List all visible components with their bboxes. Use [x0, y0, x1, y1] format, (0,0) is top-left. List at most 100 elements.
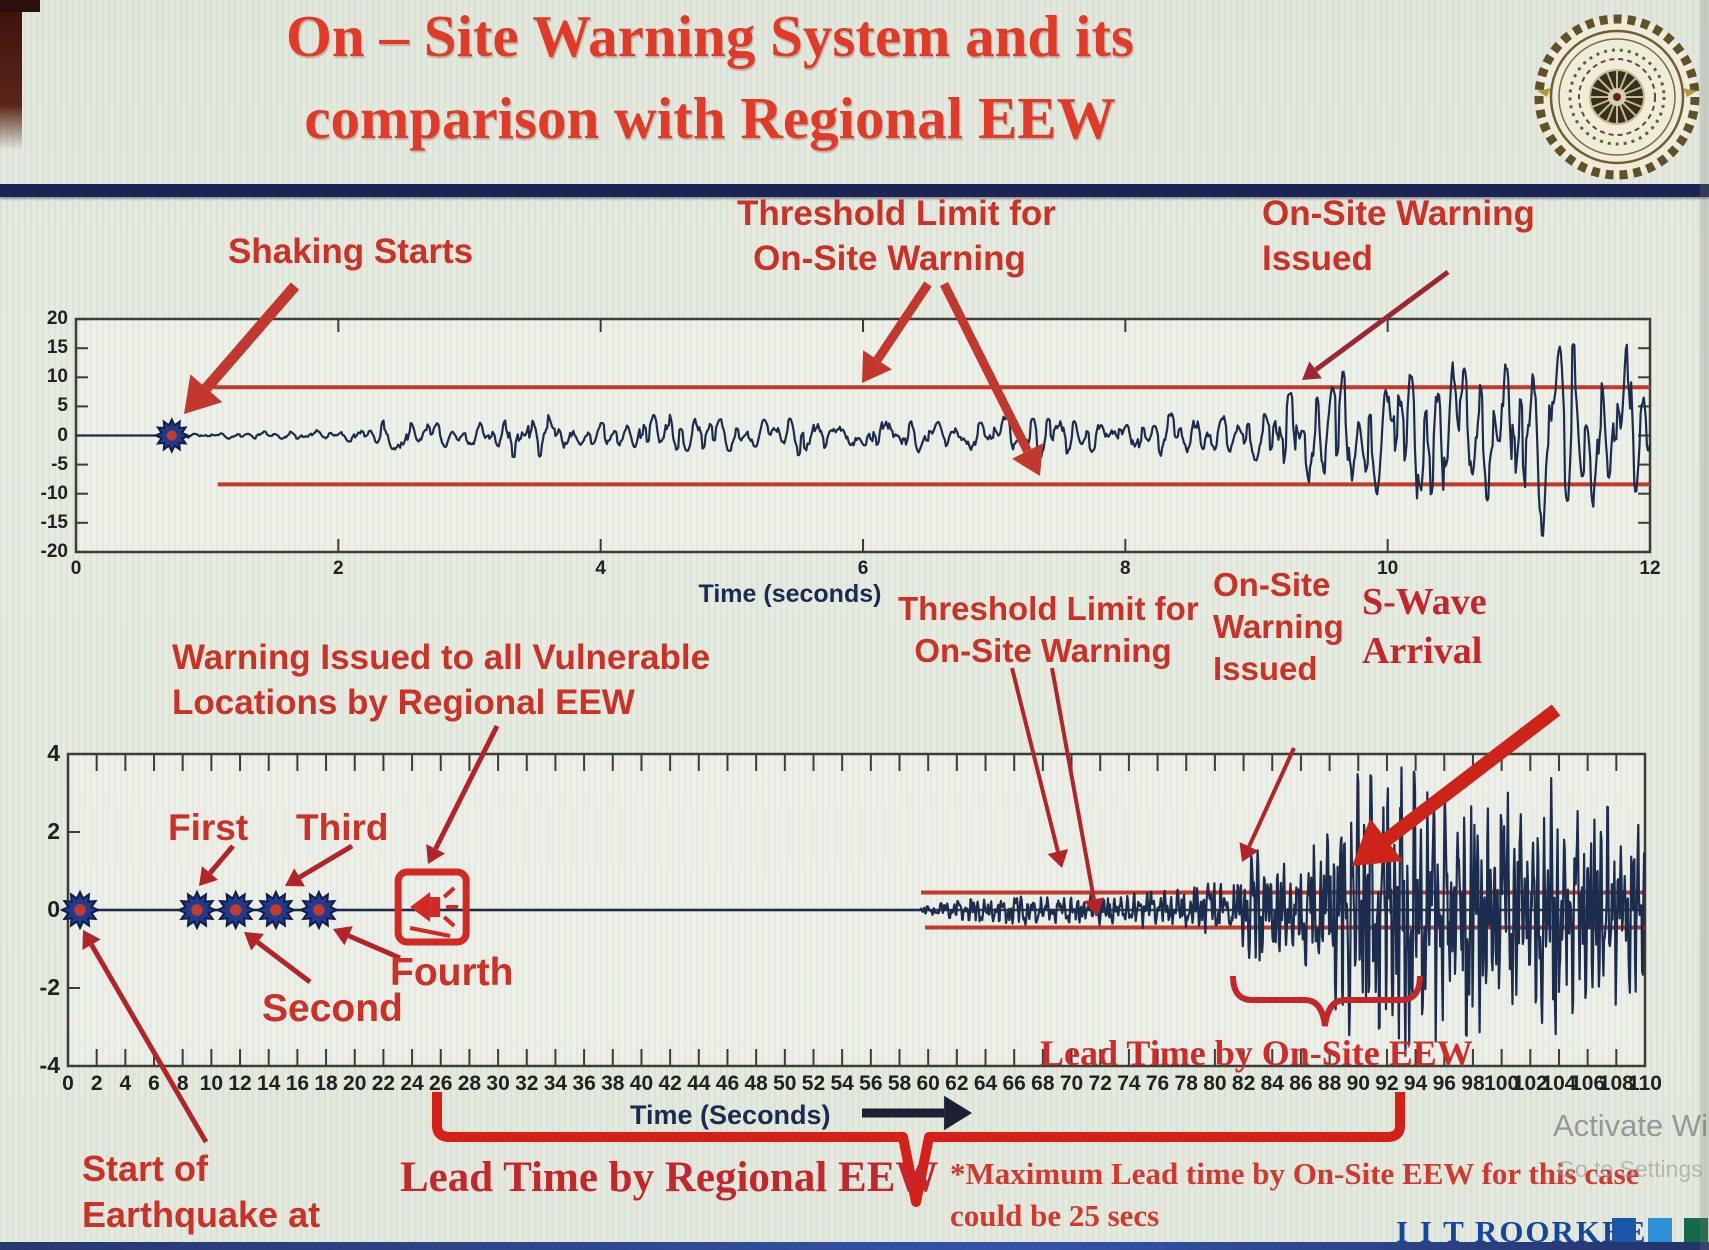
- threshold-bottom-arrow-1-head: [1047, 848, 1069, 868]
- top-chart-x-tick-label: 8: [1120, 558, 1131, 579]
- first-arrow: [208, 844, 235, 875]
- bottom-chart-x-tick-label: 18: [314, 1072, 338, 1095]
- shaking-starts-arrow-head: [184, 374, 223, 414]
- onsite-warning-issued-bottom-arrow-head: [1239, 842, 1259, 862]
- bottom-chart-y-tick-label: -2: [39, 974, 60, 1000]
- regional-lead-time-bracket: [432, 1092, 1405, 1207]
- bottom-chart-x-tick-label: 62: [945, 1072, 969, 1095]
- photo-edge-artifact-bottom: [0, 1242, 1709, 1250]
- threshold-bottom-arrow-1: [1010, 667, 1060, 852]
- bottom-chart-x-tick-label: 98: [1461, 1072, 1485, 1095]
- regional-warning-speaker-icon-box: [394, 868, 470, 946]
- top-chart-y-tick-label: -15: [40, 511, 68, 533]
- bottom-chart-x-tick-label: 64: [973, 1072, 998, 1095]
- annotation-footnote-line1: *Maximum Lead time by On-Site EEW for th…: [950, 1156, 1640, 1191]
- bottom-chart-x-tick-label: 80: [1203, 1072, 1227, 1095]
- speaker-icon-ray: [442, 886, 456, 899]
- bottom-chart-report-marker-3-center: [229, 904, 242, 916]
- bottom-chart-x-tick-label: 44: [687, 1072, 711, 1095]
- start-epicenter-arrow-head: [82, 930, 101, 950]
- bottom-chart-x-tick-label: 2: [90, 1072, 103, 1095]
- bottom-chart-x-tick-label: 56: [859, 1072, 883, 1095]
- bottom-chart-x-tick-label: 0: [62, 1072, 74, 1095]
- bottom-chart-x-tick-label: 36: [572, 1072, 596, 1095]
- bottom-chart-x-tick-label: 52: [801, 1072, 826, 1095]
- annotation-threshold-limit-top: Threshold Limit for On-Site Warning: [737, 192, 1056, 282]
- annotation-threshold-limit-top-line2: On-Site Warning: [753, 238, 1026, 278]
- annotation-s-wave-arrival: S-Wave Arrival: [1362, 578, 1487, 675]
- onsite-warning-issued-bottom-arrow: [1247, 747, 1296, 848]
- title-divider-band: [0, 184, 1709, 197]
- slide-title-line-1: On – Site Warning System and its: [285, 3, 1134, 69]
- top-chart-y-tick-label: 20: [46, 308, 68, 330]
- bottom-chart-x-tick-label: 92: [1375, 1072, 1399, 1095]
- threshold-bottom-arrow-2: [1050, 667, 1096, 900]
- top-chart-p-wave-marker-center: [166, 430, 177, 441]
- annotation-footnote-line2: could be 25 secs: [950, 1198, 1160, 1233]
- bottom-chart-x-tick-label: 108: [1598, 1072, 1634, 1095]
- shaking-starts-arrow: [202, 282, 300, 392]
- s-wave-arrival-arrow-head: [1352, 818, 1403, 866]
- bottom-chart-x-tick-label: 32: [515, 1072, 539, 1095]
- bottom-chart-x-tick-label: 50: [773, 1072, 797, 1095]
- time-axis-direction-arrow-head: [944, 1095, 972, 1131]
- top-chart-y-tick-label: -10: [40, 482, 68, 504]
- onsite-lead-time-brace: [1230, 975, 1423, 1027]
- bottom-chart-x-tick-label: 110: [1628, 1072, 1662, 1095]
- third-arrow-head: [285, 868, 305, 887]
- annotation-warning-regional-line2: Locations by Regional EEW: [172, 682, 635, 722]
- top-chart-xaxis-title: Time (seconds): [698, 580, 882, 608]
- footer-square-2: [1648, 1218, 1672, 1242]
- annotation-start-epicenter-line2: Earthquake at: [82, 1194, 321, 1236]
- bottom-chart-x-tick-label: 94: [1403, 1072, 1428, 1095]
- bottom-chart-x-tick-label: 38: [601, 1072, 625, 1095]
- top-chart-y-tick-label: 5: [57, 395, 68, 417]
- fourth-arrow-head: [333, 926, 353, 946]
- annotation-onsite-warning-issued-bottom: On-Site Warning Issued: [1213, 564, 1344, 691]
- speaker-icon-base: [409, 926, 451, 938]
- speaker-icon-ray: [442, 915, 456, 928]
- bottom-chart-xaxis-title: Time (Seconds): [630, 1100, 831, 1130]
- bottom-chart-x-tick-label: 26: [429, 1072, 453, 1095]
- annotation-start-epicenter-line1: Start of: [82, 1148, 208, 1189]
- top-chart-x-tick-label: 6: [857, 558, 869, 579]
- warning-regional-arrow-head: [426, 844, 446, 864]
- annotation-s-wave-arrival-line1: S-Wave: [1362, 581, 1487, 623]
- annotation-onsite-warning-issued-top: On-Site Warning Issued: [1262, 192, 1535, 282]
- top-chart-seismogram-waveform: [75, 343, 1652, 537]
- bottom-chart-x-tick-label: 58: [887, 1072, 912, 1095]
- annotation-onsite-warning-issued-bottom-line2: Warning: [1213, 608, 1344, 646]
- annotation-warning-regional-line1: Warning Issued to all Vulnerable: [172, 638, 711, 677]
- photo-edge-artifact-corner: [0, 0, 40, 12]
- bottom-chart-x-tick-label: 4: [119, 1072, 132, 1095]
- annotation-third: Third: [296, 807, 389, 848]
- bottom-chart-y-tick-label: 2: [47, 818, 60, 844]
- annotation-threshold-limit-top-line1: Threshold Limit for: [737, 194, 1056, 233]
- threshold-top-left-arrow: [873, 281, 932, 363]
- top-chart-y-tick-label: 10: [46, 366, 68, 388]
- bottom-chart-report-marker-2-center: [191, 904, 203, 916]
- bottom-chart-x-tick-label: 78: [1174, 1072, 1198, 1095]
- bottom-chart-y-tick-label: -4: [39, 1052, 60, 1078]
- go-to-settings-watermark: Go to Settings: [1557, 1156, 1703, 1182]
- annotation-onsite-warning-issued-top-line2: Issued: [1262, 238, 1373, 278]
- activate-windows-watermark: Activate Wi: [1553, 1108, 1709, 1143]
- annotation-second: Second: [262, 987, 403, 1030]
- bottom-chart-x-tick-label: 106: [1570, 1072, 1606, 1095]
- bottom-chart-x-tick-label: 100: [1484, 1072, 1520, 1095]
- bottom-chart-x-tick-label: 22: [371, 1072, 396, 1095]
- bottom-chart-x-tick-label: 76: [1145, 1072, 1170, 1095]
- bottom-chart-x-tick-label: 66: [1002, 1072, 1026, 1095]
- annotation-onsite-warning-issued-bottom-line1: On-Site: [1213, 566, 1331, 603]
- bottom-chart-x-tick-label: 88: [1317, 1072, 1342, 1095]
- bottom-chart-x-tick-label: 54: [830, 1072, 854, 1095]
- speaker-icon-body: [430, 897, 441, 917]
- footer-square-1: [1612, 1218, 1636, 1242]
- threshold-top-right-arrow: [939, 281, 1032, 454]
- bottom-chart-x-tick-label: 42: [658, 1072, 682, 1095]
- bottom-chart-x-tick-label: 82: [1231, 1072, 1256, 1095]
- iit-roorkee-logo: [1534, 14, 1700, 180]
- annotation-onsite-warning-issued-bottom-line3: Issued: [1213, 650, 1318, 688]
- threshold-top-left-arrow-head: [862, 350, 892, 383]
